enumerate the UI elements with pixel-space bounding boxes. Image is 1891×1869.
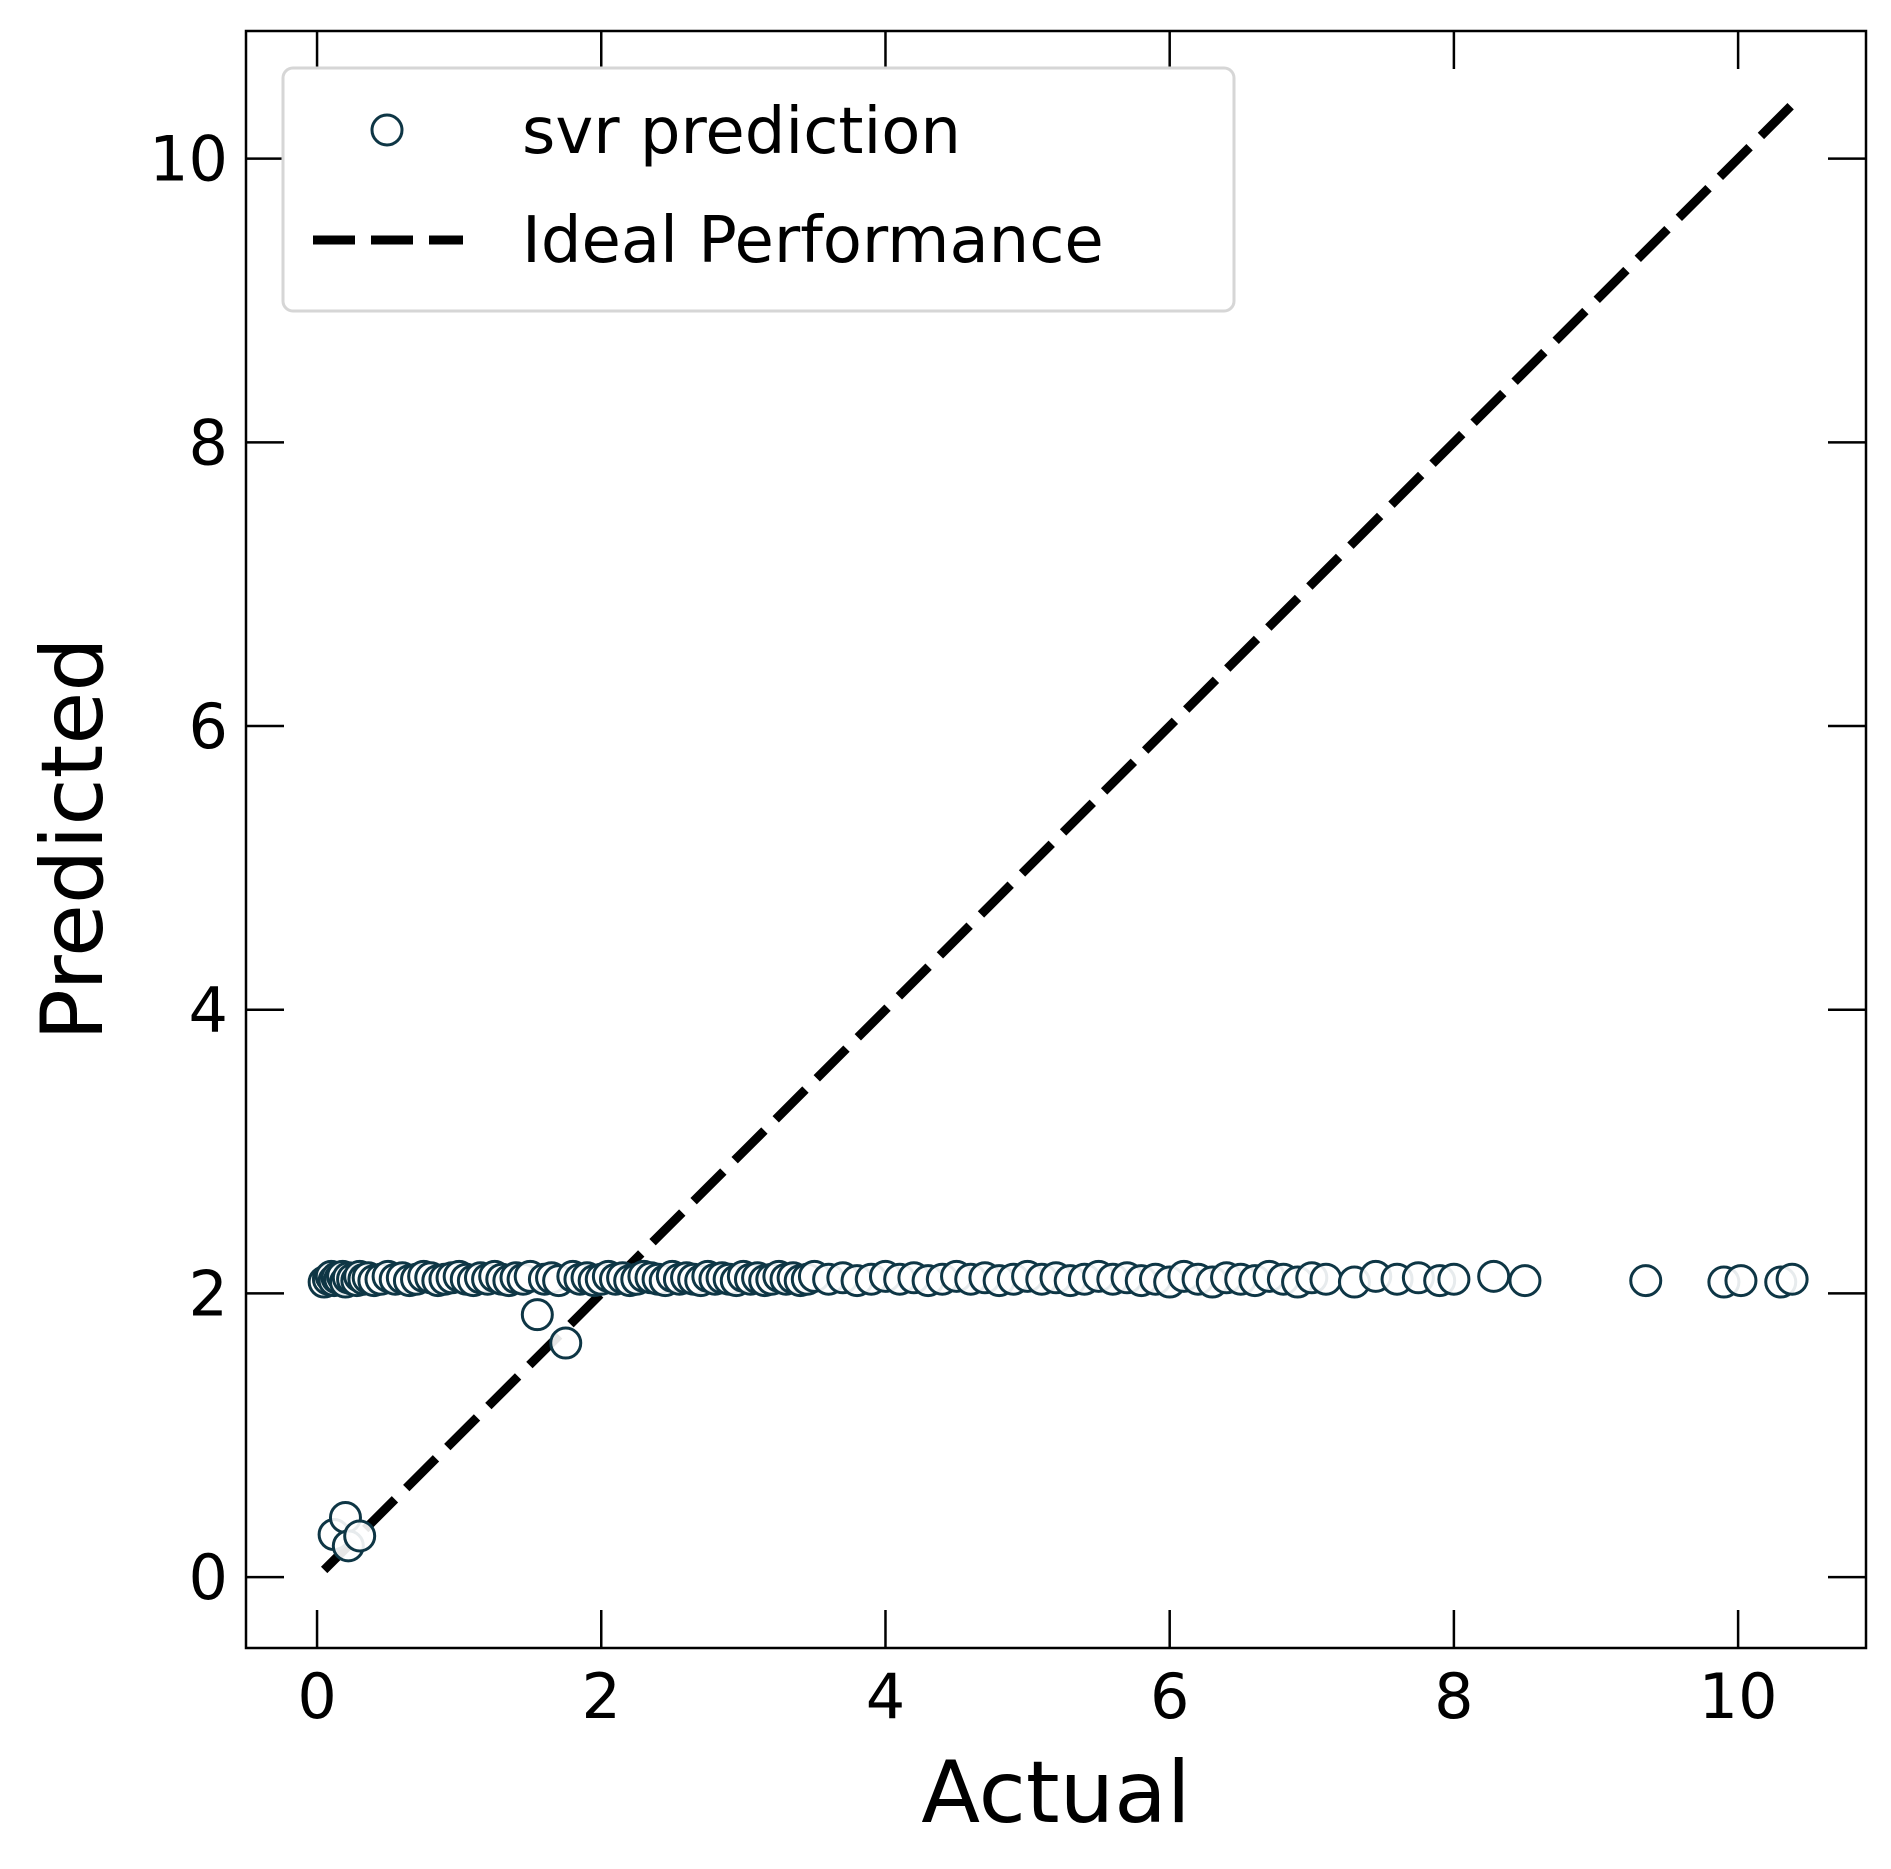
y-tick-label: 8 bbox=[189, 406, 228, 479]
x-tick-label: 0 bbox=[297, 1660, 336, 1733]
x-tick-label: 8 bbox=[1434, 1660, 1473, 1733]
plot-frame bbox=[244, 29, 1868, 1650]
x-axis-label: Actual bbox=[921, 1743, 1190, 1843]
legend-box bbox=[281, 66, 1236, 313]
x-tick-label: 10 bbox=[1699, 1660, 1778, 1733]
x-tick-label: 6 bbox=[1150, 1660, 1189, 1733]
y-tick-labels: 0 2 4 6 8 10 bbox=[149, 123, 228, 1614]
y-tick-label: 2 bbox=[189, 1257, 228, 1330]
legend-label-svr: svr prediction bbox=[522, 95, 961, 169]
legend: svr prediction Ideal Performance bbox=[281, 66, 1236, 313]
x-tick-label: 2 bbox=[582, 1660, 621, 1733]
data-point bbox=[549, 1326, 583, 1360]
x-tick-label: 4 bbox=[866, 1660, 905, 1733]
y-tick-label: 4 bbox=[189, 974, 228, 1047]
y-tick-label: 0 bbox=[189, 1541, 228, 1614]
data-point bbox=[1629, 1264, 1663, 1298]
data-point bbox=[520, 1298, 554, 1332]
x-tick-labels: 0 2 4 6 8 10 bbox=[297, 1660, 1777, 1733]
y-axis-label: Predicted bbox=[23, 637, 123, 1041]
legend-label-ideal: Ideal Performance bbox=[522, 204, 1104, 278]
legend-marker-svr bbox=[370, 113, 404, 147]
svr-prediction-points bbox=[307, 1259, 1809, 1563]
tick-marks bbox=[246, 31, 1866, 1648]
ideal-performance-line bbox=[320, 98, 1799, 1574]
data-point bbox=[1724, 1264, 1758, 1298]
data-point bbox=[1775, 1262, 1809, 1296]
y-tick-label: 10 bbox=[149, 123, 228, 196]
ideal-performance-layer bbox=[320, 98, 1799, 1574]
data-point bbox=[1309, 1262, 1343, 1296]
data-point bbox=[1477, 1259, 1511, 1293]
y-tick-label: 6 bbox=[189, 690, 228, 763]
data-point bbox=[343, 1519, 377, 1553]
data-point bbox=[1508, 1264, 1542, 1298]
data-point bbox=[1437, 1262, 1471, 1296]
